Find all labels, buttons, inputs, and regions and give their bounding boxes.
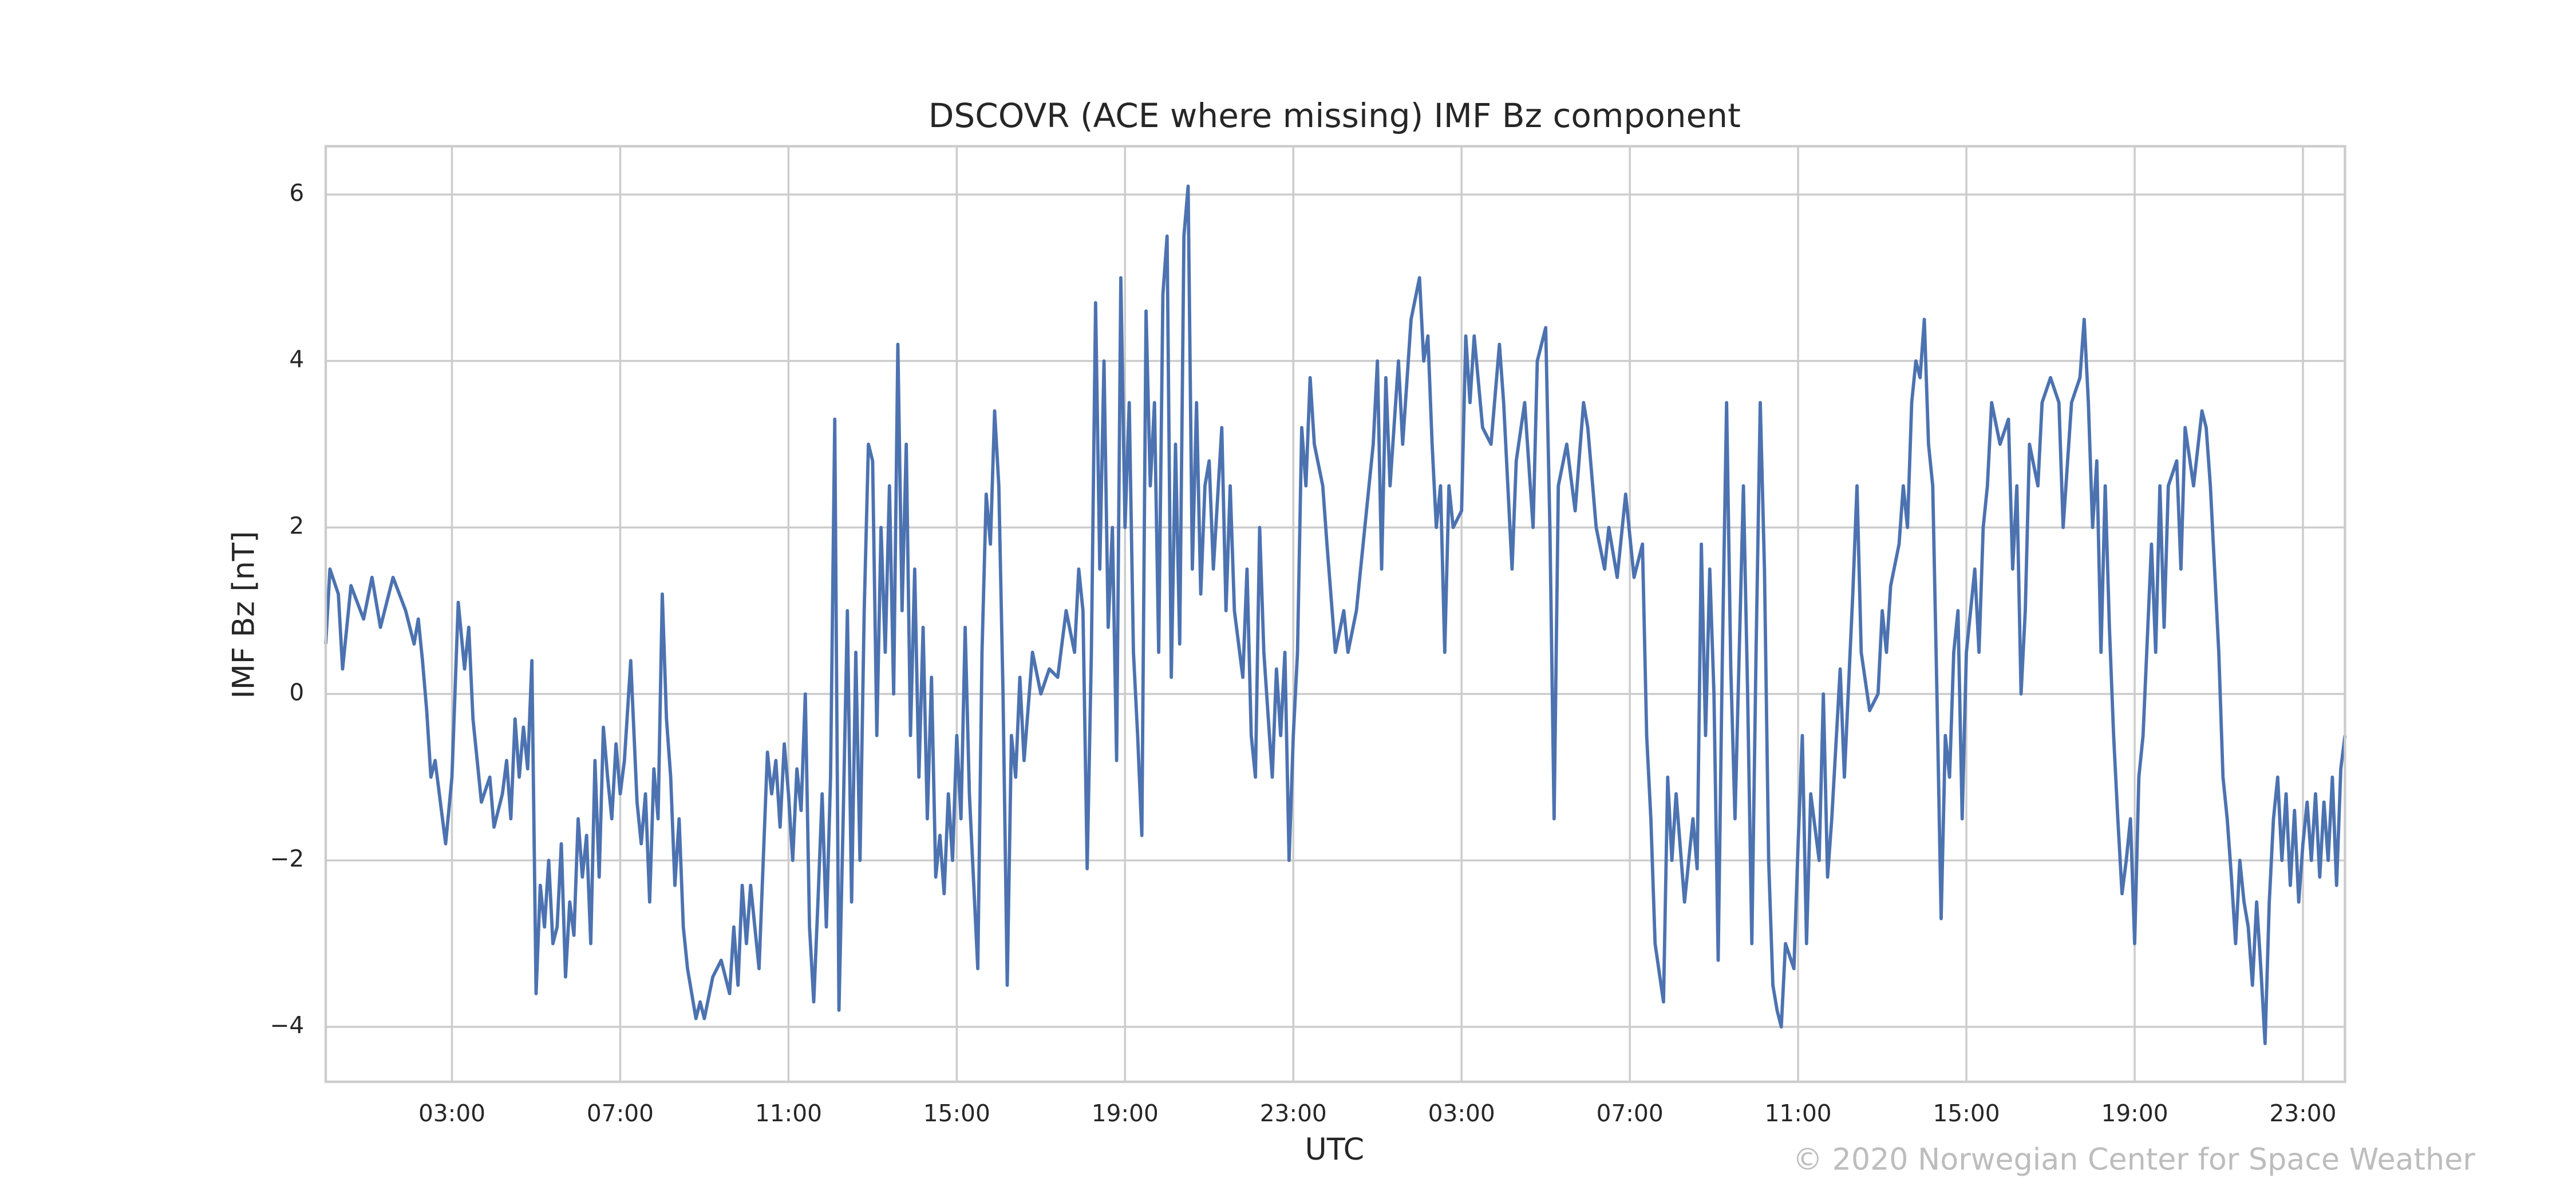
y-tick-label: 0 bbox=[289, 678, 304, 706]
data-line bbox=[324, 184, 2347, 1046]
x-tick-label: 23:00 bbox=[1260, 1100, 1327, 1127]
x-tick-label: 19:00 bbox=[1092, 1100, 1159, 1127]
x-tick-label: 03:00 bbox=[1428, 1100, 1495, 1127]
y-tick-label: 4 bbox=[289, 346, 304, 373]
y-tick-label: −2 bbox=[270, 845, 304, 872]
x-tick-label: 11:00 bbox=[1765, 1100, 1832, 1127]
x-tick-label: 07:00 bbox=[1597, 1100, 1664, 1127]
y-tick-label: 2 bbox=[289, 512, 304, 540]
x-tick-label: 19:00 bbox=[2101, 1100, 2168, 1127]
x-tick-label: 15:00 bbox=[1933, 1100, 2000, 1127]
y-axis-label: IMF Bz [nT] bbox=[227, 531, 262, 699]
credit: © 2020 Norwegian Center for Space Weathe… bbox=[1793, 1142, 2476, 1177]
chart-title: DSCOVR (ACE where missing) IMF Bz compon… bbox=[929, 96, 1741, 135]
x-tick-label: 03:00 bbox=[418, 1100, 485, 1127]
y-tick-label: −4 bbox=[270, 1011, 304, 1039]
x-axis-label: UTC bbox=[1305, 1133, 1364, 1167]
x-tick-label: 15:00 bbox=[923, 1100, 990, 1127]
x-tick-label: 11:00 bbox=[755, 1100, 822, 1127]
plot-frame bbox=[324, 145, 2346, 1084]
y-tick-label: 6 bbox=[289, 179, 304, 207]
x-tick-label: 23:00 bbox=[2269, 1100, 2336, 1127]
x-tick-label: 07:00 bbox=[587, 1100, 654, 1127]
